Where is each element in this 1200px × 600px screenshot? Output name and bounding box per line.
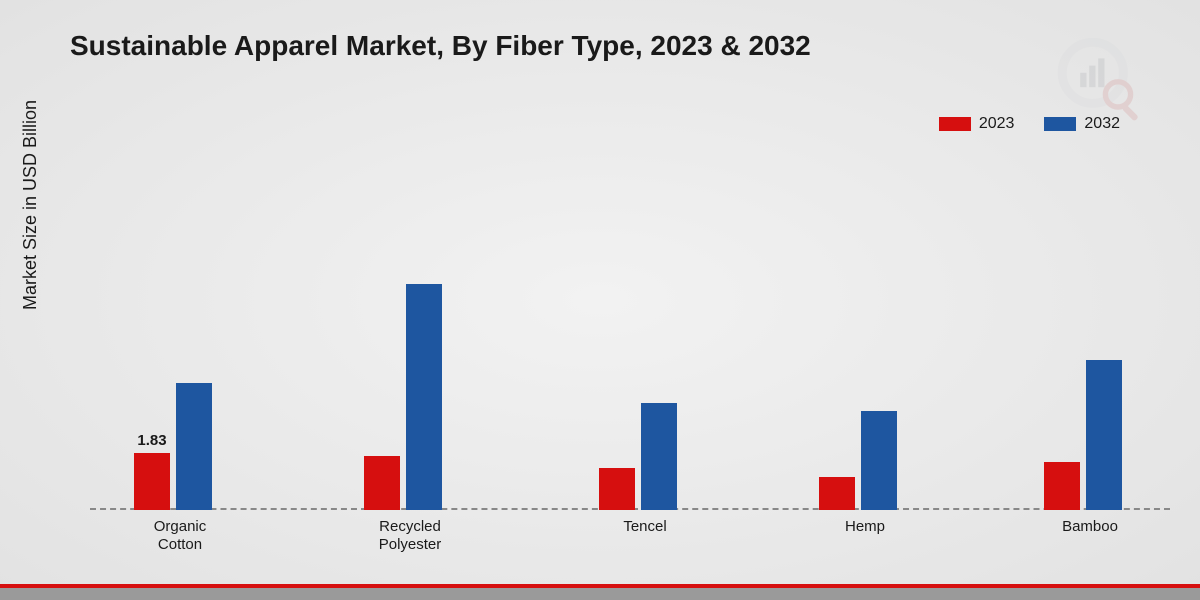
footer-accent-bottom <box>0 588 1200 600</box>
bar-group: RecycledPolyester <box>350 200 470 510</box>
legend: 2023 2032 <box>939 115 1120 133</box>
chart-page: Sustainable Apparel Market, By Fiber Typ… <box>0 0 1200 600</box>
bar-2023 <box>1044 462 1080 510</box>
bar-2032 <box>861 411 897 510</box>
legend-item-2023: 2023 <box>939 115 1015 133</box>
x-axis-label: Bamboo <box>1010 518 1170 536</box>
plot-area: 1.83OrganicCotton RecycledPolyester Tencel… <box>90 200 1170 510</box>
bar-2023 <box>364 456 400 510</box>
bar-2032 <box>176 383 212 510</box>
bar-2032 <box>1086 360 1122 510</box>
legend-swatch-2023 <box>939 117 971 131</box>
legend-swatch-2032 <box>1044 117 1076 131</box>
bar-group: Bamboo <box>1030 200 1150 510</box>
bar-2023 <box>599 468 635 510</box>
bar-2032 <box>641 403 677 510</box>
x-axis-label: RecycledPolyester <box>330 518 490 554</box>
x-axis-label: Hemp <box>785 518 945 536</box>
bar-group: Hemp <box>805 200 925 510</box>
bar-value-label: 1.83 <box>122 432 182 449</box>
bar-group: 1.83OrganicCotton <box>120 200 240 510</box>
bar-2032 <box>406 284 442 510</box>
chart-title: Sustainable Apparel Market, By Fiber Typ… <box>70 30 811 62</box>
watermark-logo <box>1055 35 1145 125</box>
x-axis-label: Tencel <box>565 518 725 536</box>
y-axis-label: Market Size in USD Billion <box>20 100 41 310</box>
x-axis-label: OrganicCotton <box>100 518 260 554</box>
bar-2023 <box>819 477 855 510</box>
legend-label-2032: 2032 <box>1084 115 1120 133</box>
legend-label-2023: 2023 <box>979 115 1015 133</box>
bar-group: Tencel <box>585 200 705 510</box>
legend-item-2032: 2032 <box>1044 115 1120 133</box>
bar-2023: 1.83 <box>134 453 170 510</box>
